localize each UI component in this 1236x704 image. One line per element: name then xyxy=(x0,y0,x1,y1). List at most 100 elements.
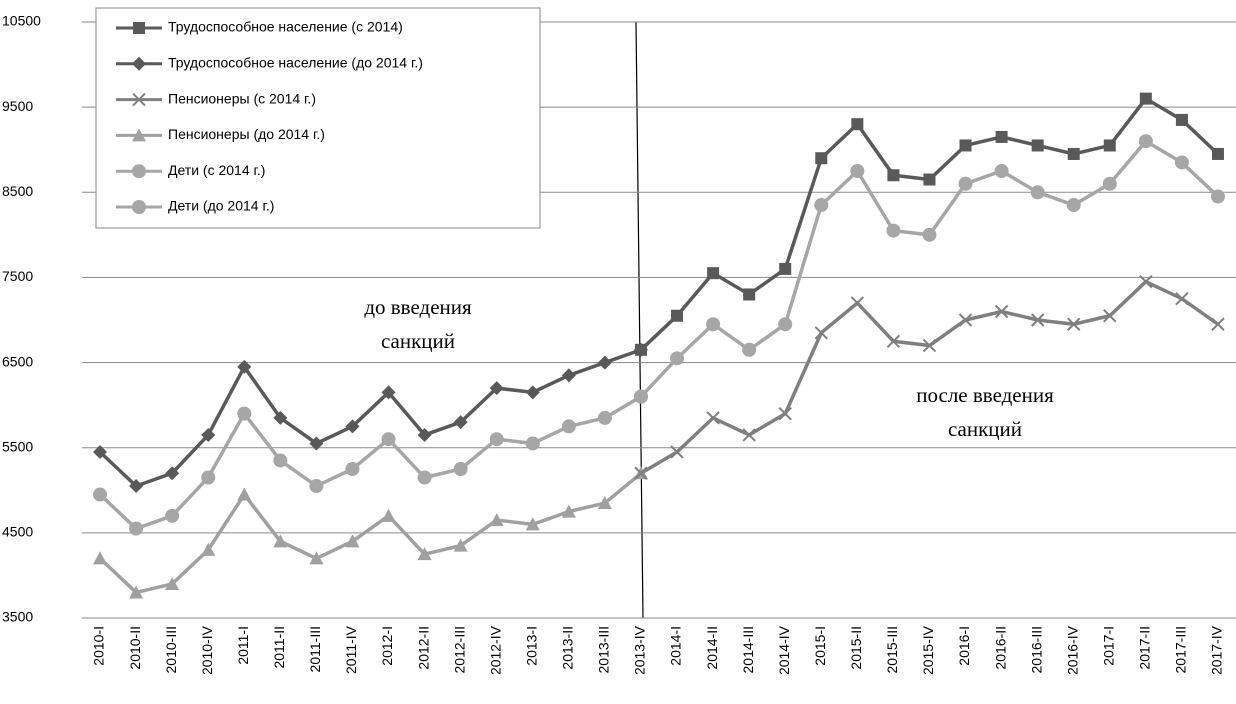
marker xyxy=(273,534,288,548)
series-line xyxy=(98,471,643,595)
y-tick-label: 5500 xyxy=(2,438,33,454)
legend-label: Трудоспособное население (до 2014 г.) xyxy=(168,55,423,71)
marker xyxy=(671,309,684,322)
marker xyxy=(525,385,540,400)
marker xyxy=(561,419,576,434)
x-tick-label: 2016-IV xyxy=(1064,625,1080,675)
marker xyxy=(1067,317,1081,331)
marker xyxy=(706,411,720,425)
legend: Трудоспособное население (с 2014) Трудосп… xyxy=(95,7,541,229)
marker xyxy=(1210,189,1225,204)
marker xyxy=(273,410,288,425)
x-tick-label: 2017-IV xyxy=(1209,625,1225,675)
marker xyxy=(165,576,180,590)
marker xyxy=(922,227,937,242)
marker xyxy=(561,368,576,383)
marker xyxy=(1030,313,1045,327)
x-tick-label: 2014-II xyxy=(704,626,720,670)
x-tick-label: 2012-IV xyxy=(487,625,503,675)
marker xyxy=(1138,134,1153,149)
marker xyxy=(959,139,972,152)
marker xyxy=(958,313,973,327)
marker xyxy=(886,334,901,348)
marker xyxy=(417,470,432,485)
x-tick-label: 2010-II xyxy=(127,626,143,670)
marker xyxy=(778,406,792,421)
marker xyxy=(1031,139,1044,152)
marker xyxy=(850,164,865,178)
marker xyxy=(525,436,540,451)
marker xyxy=(1174,155,1189,170)
marker xyxy=(93,487,108,502)
x-tick-label: 2012-II xyxy=(415,626,431,670)
y-tick-label: 9500 xyxy=(2,98,33,114)
marker xyxy=(165,508,180,523)
marker xyxy=(1103,309,1117,323)
x-tick-label: 2010-IV xyxy=(199,625,215,675)
marker xyxy=(381,432,396,447)
x-tick-label: 2016-II xyxy=(992,626,1008,670)
marker xyxy=(381,508,396,522)
marker xyxy=(634,343,647,356)
x-tick-label: 2017-III xyxy=(1173,626,1189,673)
marker xyxy=(597,410,612,425)
x-tick-label: 2015-I xyxy=(812,626,828,666)
legend-marker xyxy=(132,56,146,71)
x-tick-label: 2013-III xyxy=(596,626,612,673)
x-tick-label: 2013-I xyxy=(523,626,539,666)
x-tick-label: 2016-I xyxy=(956,626,972,666)
y-tick-label: 10500 xyxy=(2,13,41,29)
marker xyxy=(707,267,720,280)
y-tick-label: 4500 xyxy=(2,524,33,540)
marker xyxy=(309,551,324,565)
marker xyxy=(742,342,757,357)
x-tick-label: 2014-III xyxy=(740,626,756,673)
marker xyxy=(1211,147,1224,160)
marker xyxy=(453,462,468,476)
legend-label: Трудоспособное население (с 2014) xyxy=(168,19,403,35)
legend-box xyxy=(95,7,541,229)
annotation: до введения xyxy=(364,295,472,319)
marker xyxy=(670,445,684,459)
x-tick-label: 2011-I xyxy=(235,626,251,665)
marker xyxy=(1175,292,1189,306)
marker xyxy=(743,288,756,301)
legend-label: Пенсионеры (до 2014 г.) xyxy=(168,126,325,142)
y-tick-label: 3500 xyxy=(2,609,33,625)
x-tick-label: 2011-III xyxy=(307,626,323,672)
annotation: санкций xyxy=(948,417,1022,441)
y-tick-label: 6500 xyxy=(2,353,33,369)
x-tick-label: 2015-IV xyxy=(920,625,936,675)
marker xyxy=(93,444,108,459)
legend-marker xyxy=(132,164,146,179)
marker xyxy=(345,534,360,548)
marker xyxy=(345,419,360,434)
marker xyxy=(887,169,900,182)
marker xyxy=(633,389,648,404)
marker xyxy=(201,427,216,442)
marker xyxy=(417,427,432,442)
marker xyxy=(814,326,828,340)
marker xyxy=(779,262,792,275)
marker xyxy=(417,547,432,561)
marker xyxy=(453,415,468,430)
x-tick-label: 2015-II xyxy=(848,626,864,670)
x-tick-label: 2014-IV xyxy=(776,625,792,675)
marker xyxy=(994,164,1009,178)
marker xyxy=(958,176,973,191)
marker xyxy=(273,453,288,468)
marker xyxy=(309,436,324,451)
marker xyxy=(381,385,396,400)
marker xyxy=(237,487,252,501)
series-line xyxy=(98,348,642,489)
marker xyxy=(309,479,324,494)
marker xyxy=(995,130,1008,143)
x-tick-label: 2012-I xyxy=(379,626,395,666)
marker xyxy=(597,496,612,510)
marker xyxy=(851,118,864,131)
marker xyxy=(1103,139,1116,152)
marker xyxy=(237,359,252,374)
legend-marker xyxy=(132,92,146,107)
x-tick-label: 2011-IV xyxy=(343,625,359,674)
